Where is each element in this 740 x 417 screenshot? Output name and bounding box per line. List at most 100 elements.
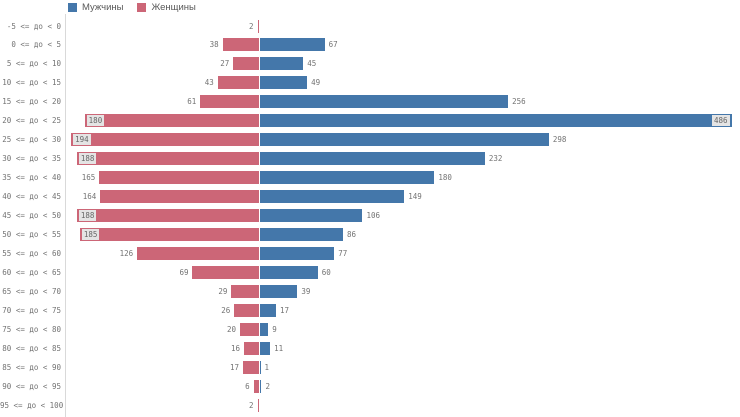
value-label-women: 2 <box>249 21 254 31</box>
bar-women[interactable] <box>243 341 260 355</box>
value-label-men: 9 <box>272 324 277 334</box>
value-label-men: 86 <box>347 229 357 239</box>
bar-men[interactable] <box>259 209 363 222</box>
category-axis-line <box>65 14 66 417</box>
bar-men[interactable] <box>259 190 405 204</box>
category-label: 60 <= до < 65 <box>2 267 61 277</box>
value-label-women: 43 <box>204 78 214 88</box>
value-label-women: 29 <box>218 286 228 296</box>
value-label-men: 2 <box>265 381 270 391</box>
value-label-women: 180 <box>86 115 105 127</box>
bar-women[interactable] <box>76 152 260 166</box>
category-label: 90 <= до < 95 <box>2 381 61 391</box>
bar-women[interactable] <box>76 209 260 222</box>
bar-women[interactable] <box>253 379 260 393</box>
bar-men[interactable] <box>259 76 308 90</box>
bar-men[interactable] <box>259 227 344 241</box>
value-label-men: 77 <box>338 248 348 258</box>
category-label: 50 <= до < 55 <box>2 229 61 239</box>
category-label: 15 <= до < 20 <box>2 97 61 107</box>
category-label: 80 <= до < 85 <box>2 343 61 353</box>
category-label: 75 <= до < 80 <box>2 324 61 334</box>
legend: Мужчины Женщины <box>68 0 196 14</box>
legend-item-women[interactable]: Женщины <box>137 1 196 13</box>
bar-women[interactable] <box>234 303 260 317</box>
bar-women[interactable] <box>79 227 260 241</box>
category-label: 5 <= до < 10 <box>6 59 61 69</box>
bar-women[interactable] <box>231 284 260 298</box>
value-label-women: 2 <box>249 400 254 410</box>
value-label-men: 256 <box>512 97 526 107</box>
category-label: 65 <= до < 70 <box>2 286 61 296</box>
category-label: 70 <= до < 75 <box>2 305 61 315</box>
value-label-men: 1 <box>264 362 270 372</box>
value-label-women: 185 <box>81 228 100 240</box>
value-label-men: 17 <box>280 305 290 315</box>
value-label-men: 60 <box>321 267 331 277</box>
category-label: 40 <= до < 45 <box>2 192 61 202</box>
category-label: 20 <= до < 25 <box>2 116 61 126</box>
bar-men[interactable] <box>259 265 318 279</box>
category-label: 30 <= до < 35 <box>2 154 61 164</box>
bar-men[interactable] <box>259 341 271 355</box>
value-label-women: 16 <box>230 343 240 353</box>
value-label-men: 298 <box>552 135 567 145</box>
legend-label-men: Мужчины <box>82 1 124 13</box>
value-label-men: 49 <box>311 78 321 88</box>
value-label-women: 165 <box>81 173 96 183</box>
bar-men[interactable] <box>259 38 325 52</box>
bar-men[interactable] <box>259 95 509 109</box>
bar-women[interactable] <box>137 246 260 260</box>
value-label-men: 149 <box>408 192 422 202</box>
legend-label-women: Женщины <box>151 1 196 13</box>
bar-men[interactable] <box>259 171 435 185</box>
bar-men[interactable] <box>259 133 549 147</box>
value-label-men: 39 <box>301 286 311 296</box>
legend-item-men[interactable]: Мужчины <box>68 2 123 13</box>
category-label: -5 <= до < 0 <box>6 21 61 31</box>
value-label-women: 38 <box>209 40 219 50</box>
bar-women[interactable] <box>200 95 260 109</box>
value-label-men: 180 <box>438 173 452 183</box>
bar-women[interactable] <box>84 114 260 128</box>
bar-men[interactable] <box>259 379 262 393</box>
bar-women[interactable] <box>192 265 260 279</box>
bar-men[interactable] <box>259 322 269 336</box>
value-label-men: 486 <box>711 115 730 127</box>
value-label-women: 20 <box>227 324 237 334</box>
bar-women[interactable] <box>100 190 260 204</box>
category-label: 25 <= до < 30 <box>2 135 61 145</box>
value-label-men: 11 <box>274 343 284 353</box>
value-label-women: 6 <box>245 381 250 391</box>
value-label-women: 188 <box>78 210 97 221</box>
bar-men[interactable] <box>259 303 276 317</box>
value-label-women: 194 <box>73 134 91 146</box>
category-label: 85 <= до < 90 <box>2 362 61 372</box>
bar-men[interactable] <box>259 57 304 71</box>
bar-women[interactable] <box>257 19 260 33</box>
value-label-women: 164 <box>82 192 97 202</box>
bar-women[interactable] <box>242 360 260 374</box>
bar-women[interactable] <box>222 38 260 52</box>
legend-swatch-men-icon <box>68 2 77 12</box>
bar-men[interactable] <box>259 246 335 260</box>
bar-women[interactable] <box>240 322 260 336</box>
value-label-men: 232 <box>488 154 503 164</box>
value-label-women: 17 <box>229 362 239 372</box>
legend-swatch-women-icon <box>137 2 147 12</box>
value-label-men: 45 <box>307 59 317 69</box>
bar-women[interactable] <box>217 76 260 90</box>
bar-women[interactable] <box>233 57 260 71</box>
value-label-women: 188 <box>78 153 97 165</box>
bar-women[interactable] <box>71 133 260 147</box>
bar-men[interactable] <box>259 360 261 374</box>
bar-women[interactable] <box>257 398 260 412</box>
category-label: 95 <= до < 100 <box>0 400 64 410</box>
bar-men[interactable] <box>259 284 298 298</box>
bar-men[interactable] <box>259 152 485 166</box>
bar-women[interactable] <box>99 171 260 185</box>
value-label-women: 69 <box>179 267 189 277</box>
bar-men[interactable] <box>259 114 732 128</box>
category-label: 45 <= до < 50 <box>2 211 61 220</box>
value-label-men: 67 <box>328 40 338 50</box>
